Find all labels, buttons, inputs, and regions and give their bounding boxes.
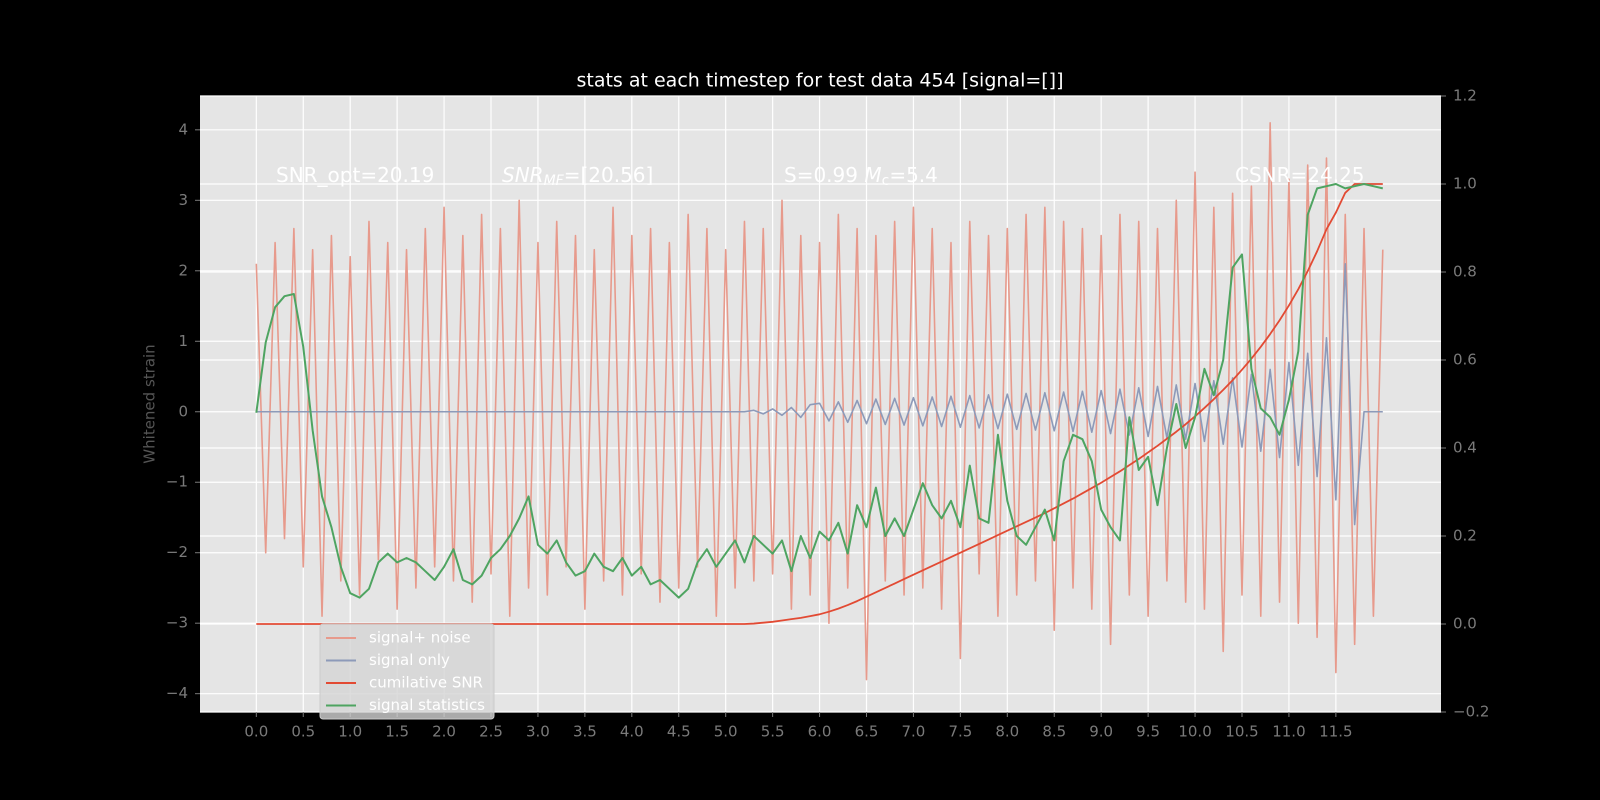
annotation-part: SNR xyxy=(502,163,544,187)
y-tick-label: −3 xyxy=(166,614,188,632)
y2-tick-label: 0.4 xyxy=(1453,439,1477,457)
x-tick-label: 2.0 xyxy=(432,723,456,741)
y-tick-label: −1 xyxy=(166,473,188,491)
y2-tick-label: 0.8 xyxy=(1453,263,1477,281)
legend-label: signal+ noise xyxy=(369,629,471,647)
legend-label: signal statistics xyxy=(369,696,485,714)
x-tick-label: 2.5 xyxy=(479,723,503,741)
y-axis-label: Whitened strain xyxy=(141,344,159,463)
x-tick-label: 7.0 xyxy=(902,723,926,741)
x-tick-label: 10.5 xyxy=(1225,723,1258,741)
annotation: S=0.99 Mc=5.4 xyxy=(784,163,938,190)
annotation-part: =5.4 xyxy=(889,163,938,187)
x-tick-label: 5.5 xyxy=(761,723,785,741)
legend-box xyxy=(319,623,495,720)
annotation: CSNR=24.25 xyxy=(1235,163,1365,187)
annotation-part: =[20.56] xyxy=(564,163,654,187)
annotation: SNRMF=[20.56] xyxy=(502,163,653,190)
x-tick-label: 1.0 xyxy=(338,723,362,741)
y-tick-label: −4 xyxy=(166,684,188,702)
x-tick-label: 4.5 xyxy=(667,723,691,741)
x-tick-label: 1.5 xyxy=(385,723,409,741)
annotation-part: M xyxy=(864,163,881,187)
x-tick-label: 3.5 xyxy=(573,723,597,741)
series-line xyxy=(256,262,1383,526)
y2-tick-label: 0.0 xyxy=(1453,615,1477,633)
y-tick-label: 3 xyxy=(178,191,188,209)
series-line xyxy=(255,121,1384,681)
x-tick-label: 4.0 xyxy=(620,723,644,741)
annotation: SNR_opt=20.19 xyxy=(276,163,434,187)
y-tick-label: −2 xyxy=(166,543,188,561)
y2-tick-label: 1.2 xyxy=(1453,87,1477,105)
y2-tick-label: 0.6 xyxy=(1453,351,1477,369)
x-tick-label: 11.5 xyxy=(1319,723,1352,741)
x-tick-label: 9.0 xyxy=(1089,723,1113,741)
y-tick-label: 4 xyxy=(178,120,188,138)
chart-title: stats at each timestep for test data 454… xyxy=(576,70,1063,92)
annotation-part: MF xyxy=(544,173,565,189)
annotation-part: CSNR=24.25 xyxy=(1235,163,1365,187)
annotation-part: SNR_opt=20.19 xyxy=(276,163,434,187)
legend-label: signal only xyxy=(369,651,450,669)
y-tick-label: 2 xyxy=(178,261,188,279)
annotation-part: S=0.99 xyxy=(784,163,864,187)
x-tick-label: 8.0 xyxy=(995,723,1019,741)
x-tick-label: 7.5 xyxy=(948,723,972,741)
y2-tick-label: 1.0 xyxy=(1453,175,1477,193)
x-tick-label: 3.0 xyxy=(526,723,550,741)
x-tick-label: 6.0 xyxy=(808,723,832,741)
y-tick-label: 1 xyxy=(178,332,188,350)
legend-label: cumilative SNR xyxy=(369,674,483,692)
x-tick-label: 5.0 xyxy=(714,723,738,741)
series-line xyxy=(255,183,1384,599)
x-tick-label: 8.5 xyxy=(1042,723,1066,741)
y2-tick-label: −0.2 xyxy=(1453,703,1489,721)
x-tick-label: 6.5 xyxy=(855,723,879,741)
annotation-part: c xyxy=(882,173,890,189)
x-tick-label: 11.0 xyxy=(1272,723,1305,741)
x-tick-label: 0.0 xyxy=(244,723,268,741)
x-tick-label: 0.5 xyxy=(291,723,315,741)
x-tick-label: 9.5 xyxy=(1136,723,1160,741)
x-tick-label: 10.0 xyxy=(1178,723,1211,741)
y2-tick-label: 0.2 xyxy=(1453,527,1477,545)
y-tick-label: 0 xyxy=(178,402,188,420)
